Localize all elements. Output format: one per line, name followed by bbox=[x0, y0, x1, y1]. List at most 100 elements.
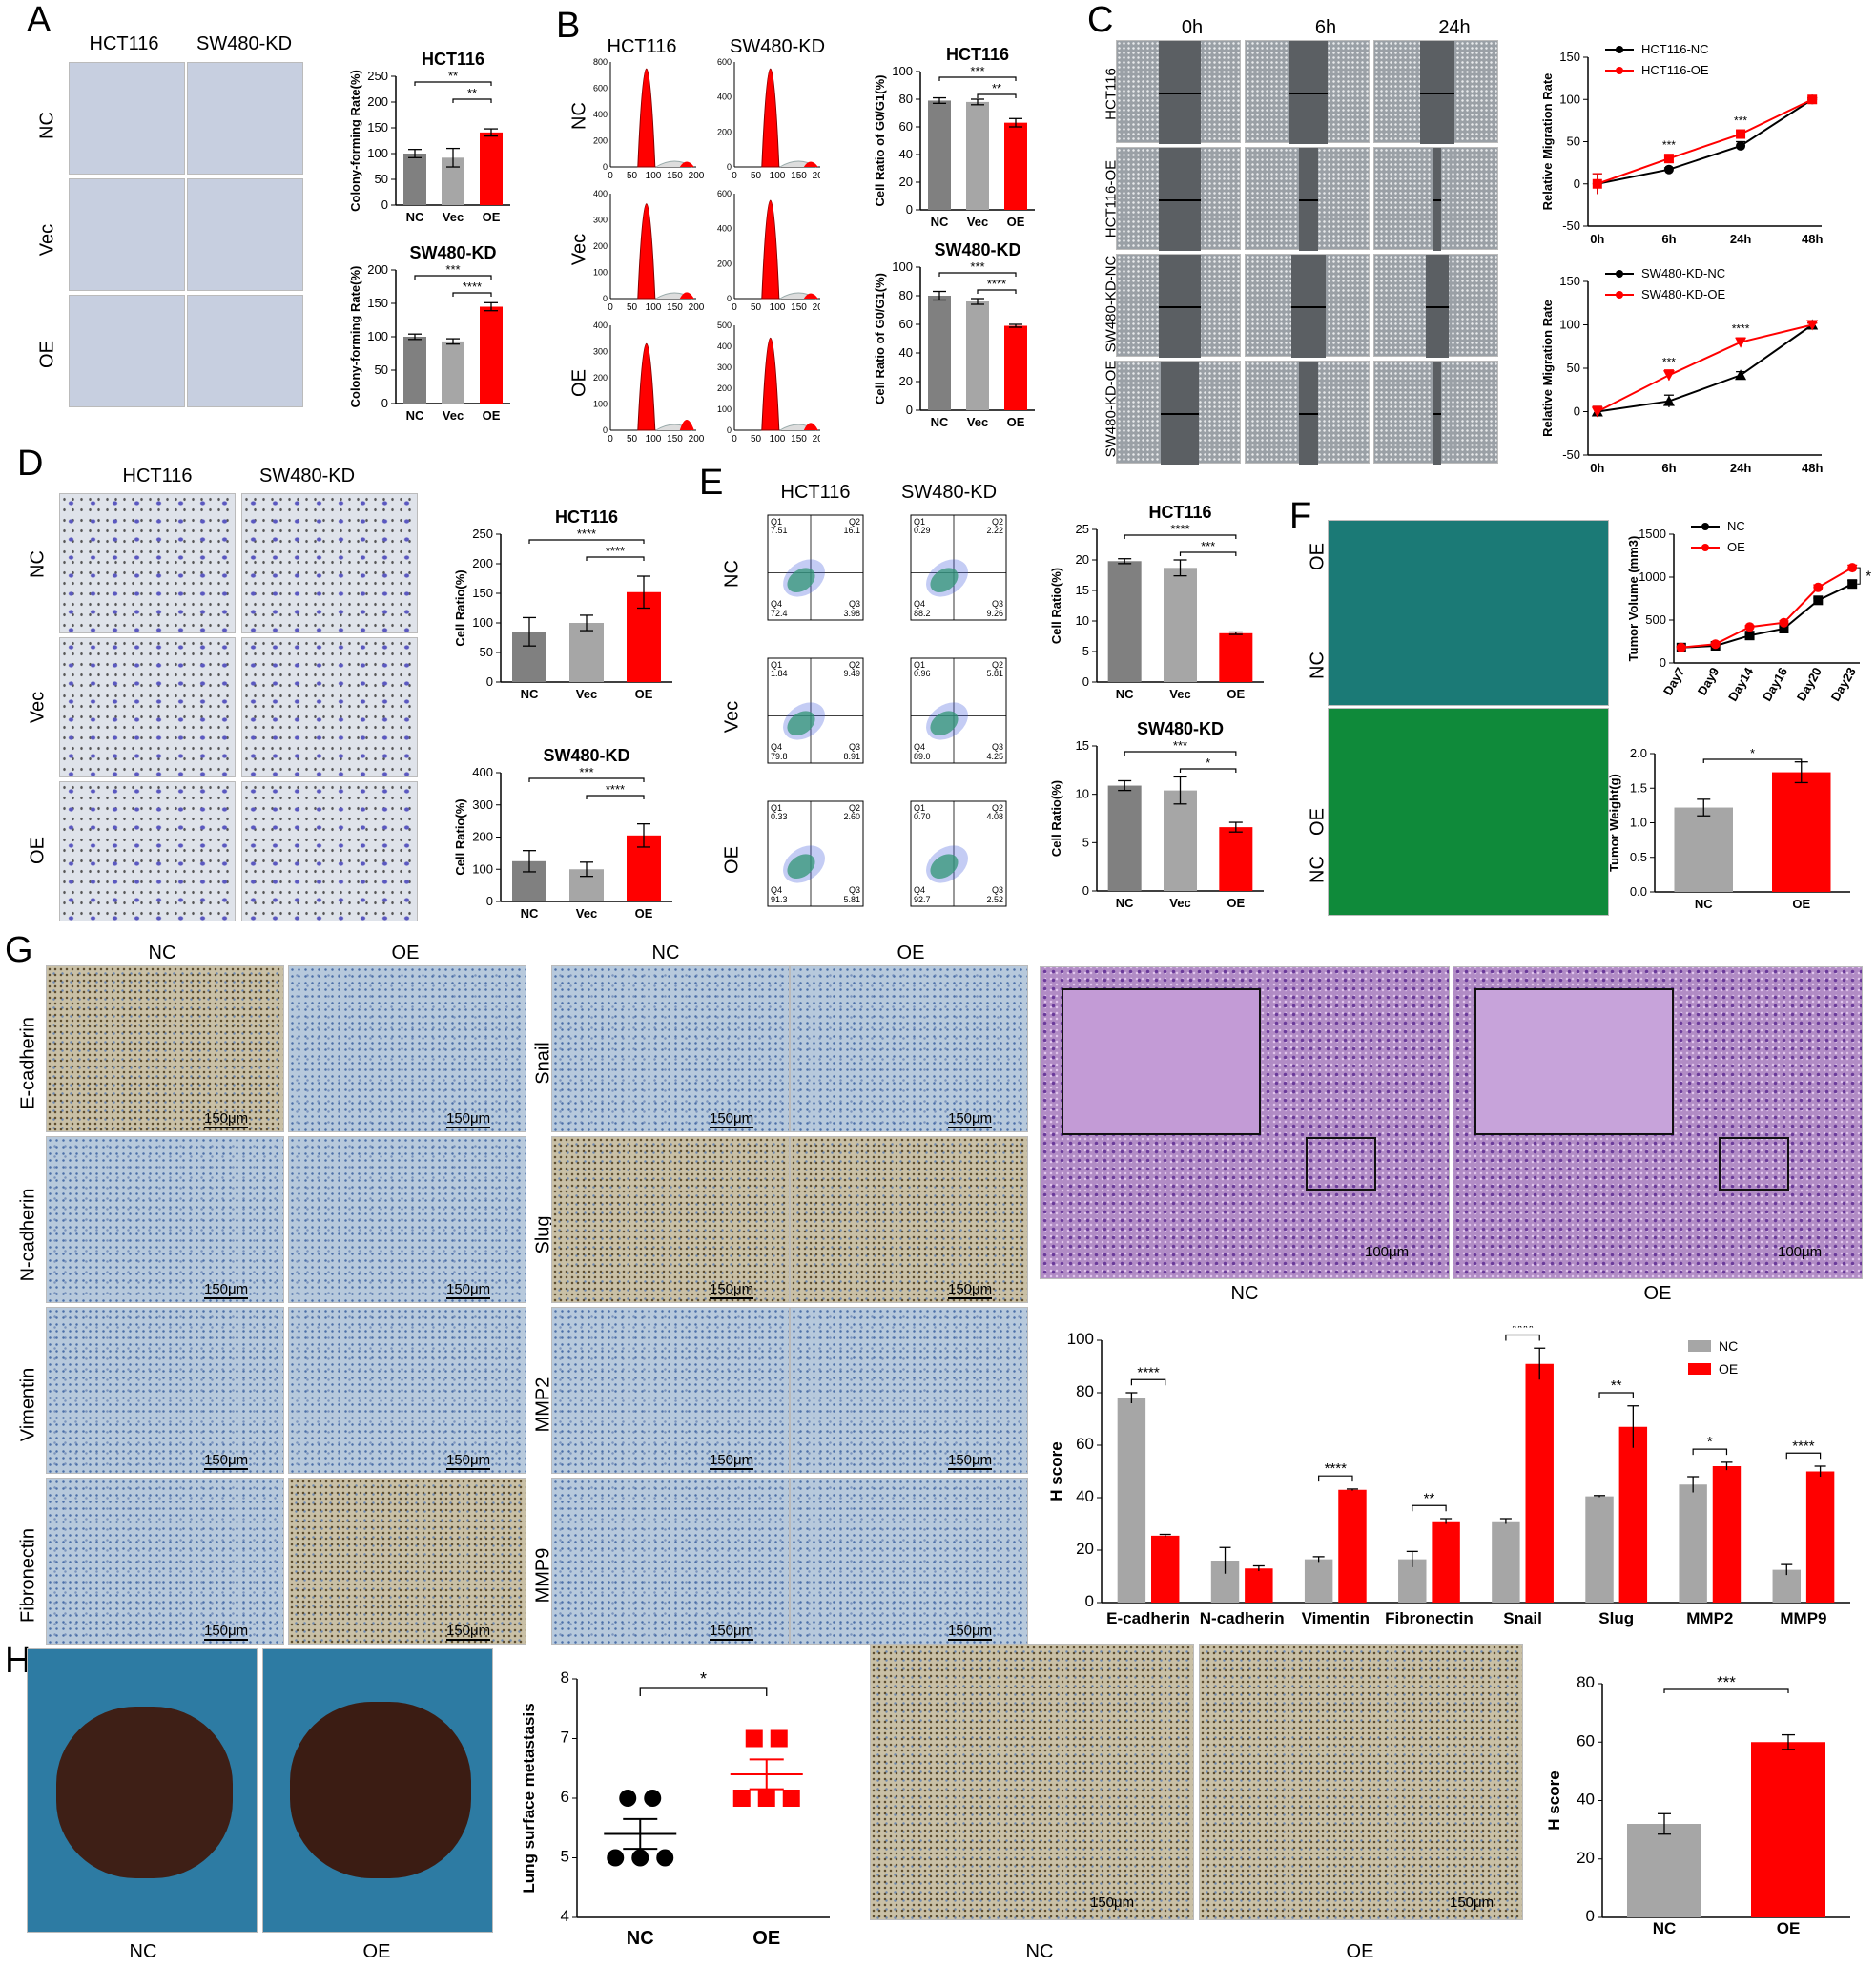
chart-y-tick-label: 1.5 bbox=[1630, 780, 1647, 795]
g-ihc-image-snail-nc: 150μm bbox=[551, 965, 790, 1132]
chart-y-tick-label: 100 bbox=[367, 329, 388, 343]
b-hist-ytick: 600 bbox=[717, 57, 732, 67]
chart-a2: 0 50 100 150 200 Colony-forming Rate(%) SW480-… bbox=[348, 243, 510, 423]
chart-bar-oe bbox=[1751, 1742, 1825, 1917]
chart-y-tick-label: 1.0 bbox=[1630, 816, 1647, 830]
e-flow-q4-value: 79.8 bbox=[771, 752, 788, 761]
e-flow-q1-value: 0.96 bbox=[914, 669, 931, 678]
b-hist-ytick: 400 bbox=[593, 321, 608, 330]
b-histogram: 0 50 100 150 200 0 200 400 600 800 bbox=[593, 57, 705, 181]
b-hist-g2-peak bbox=[803, 293, 818, 299]
g-ihc-image-ecad-nc: 150μm bbox=[46, 965, 284, 1132]
chart-sig-bracket bbox=[1318, 1475, 1353, 1482]
b-hist-xtick: 0 bbox=[608, 171, 613, 181]
e-flow-q2-label: Q2 bbox=[849, 517, 860, 527]
b-hist-g1-peak bbox=[761, 338, 780, 431]
chart-x-tick-label: NC bbox=[406, 210, 424, 224]
e-flow-q4-label: Q4 bbox=[914, 885, 925, 895]
e-col-sw480kd: SW480-KD bbox=[900, 482, 998, 503]
b-hist-ytick: 100 bbox=[593, 268, 608, 278]
chart-b2: 0 20 40 60 80 100 Cell Ratio of G0/G1(%) SW480-… bbox=[873, 240, 1035, 429]
g-ihc-image-mmp9-oe: 150μm bbox=[790, 1478, 1028, 1645]
c-wound-image-sw480kd-oe-0h bbox=[1116, 361, 1241, 465]
g-ihc-image-ncad-nc: 150μm bbox=[46, 1136, 284, 1303]
g-scale-bar: 150μm bbox=[710, 1452, 754, 1470]
b-hist-ytick: 300 bbox=[717, 362, 732, 372]
chart-point bbox=[1676, 642, 1686, 652]
e-flow-scatter bbox=[926, 559, 968, 597]
e-flow-q1-value: 7.51 bbox=[771, 526, 788, 535]
chart-y-tick-label: 50 bbox=[480, 645, 493, 659]
b-hist-xtick: 150 bbox=[791, 302, 807, 313]
e-flow-q3-label: Q3 bbox=[992, 742, 1003, 752]
chart-legend-swatch bbox=[1688, 1363, 1711, 1375]
chart-x-tick-label: NC bbox=[931, 415, 949, 429]
e-flow-frame bbox=[767, 657, 864, 764]
e-flow-scatter bbox=[926, 845, 968, 883]
chart-x-tick-label: Vimentin bbox=[1302, 1609, 1370, 1627]
c-col-0h: 0h bbox=[1181, 17, 1204, 38]
e-flow-q3-value: 8.91 bbox=[843, 752, 860, 761]
chart-title: HCT116 bbox=[946, 45, 1009, 64]
chart-bar-nc bbox=[1585, 1496, 1614, 1603]
panel-label-b: B bbox=[556, 6, 581, 46]
chart-bar-oe bbox=[480, 306, 503, 404]
e-flow-population bbox=[930, 854, 959, 880]
chart-legend-label: SW480-KD-NC bbox=[1641, 266, 1725, 280]
b-histogram: 0 50 100 150 200 0 200 400 600 bbox=[717, 189, 820, 313]
c-col-24h: 24h bbox=[1438, 17, 1471, 38]
g-row-vim: Vimentin bbox=[17, 1367, 39, 1442]
chart-x-tick-label: Vec bbox=[443, 210, 464, 224]
chart-point bbox=[1662, 370, 1675, 382]
a-colony-image-sw480kd-nc bbox=[187, 62, 303, 175]
chart-point bbox=[656, 1849, 674, 1867]
chart-y-tick-label: 0 bbox=[1586, 1907, 1595, 1925]
chart-x-tick-label: NC bbox=[521, 906, 539, 921]
chart-x-tick-label: Day20 bbox=[1794, 665, 1824, 704]
chart-sig-bracket bbox=[1130, 1378, 1166, 1386]
panel-label-f: F bbox=[1289, 496, 1312, 536]
panel-label-d: D bbox=[17, 444, 44, 484]
g-ihc-image-fib-nc: 150μm bbox=[46, 1478, 284, 1645]
chart-bar-oe bbox=[480, 132, 503, 205]
chart-x-tick-label: MMP2 bbox=[1686, 1609, 1733, 1627]
chart-y-tick-label: 60 bbox=[899, 119, 913, 134]
b-histogram: 0 50 100 150 200 0 100 200 300 400 500 bbox=[717, 321, 820, 445]
chart-y-tick-label: 0 bbox=[1085, 1592, 1094, 1610]
b-hist-g2-peak bbox=[679, 161, 694, 167]
chart-sig-label: *** bbox=[970, 259, 984, 274]
chart-bar-nc bbox=[1679, 1484, 1707, 1603]
chart-point bbox=[1736, 129, 1746, 139]
chart-bar-nc bbox=[403, 154, 426, 205]
chart-sig-bracket bbox=[1785, 1452, 1822, 1460]
b-hist-xtick: 200 bbox=[689, 434, 705, 445]
d-row-oe: OE bbox=[27, 837, 49, 864]
chart-bar-oe bbox=[1219, 827, 1253, 891]
chart-sig-bracket bbox=[1124, 534, 1237, 539]
panel-label-h: H bbox=[5, 1641, 31, 1681]
f-row-nc-top: NC bbox=[1307, 652, 1329, 679]
chart-y-tick-label: 20 bbox=[899, 175, 913, 189]
panel-label-a: A bbox=[27, 0, 52, 40]
g-ihc-image-slug-oe: 150μm bbox=[790, 1136, 1028, 1303]
chart-legend-label: HCT116-NC bbox=[1641, 42, 1709, 56]
chart-bar-oe bbox=[1805, 1471, 1835, 1603]
chart-sig-label: *** bbox=[1662, 138, 1676, 152]
chart-sig-bracket bbox=[938, 76, 1017, 81]
chart-point bbox=[1813, 595, 1824, 606]
chart-sig-label: ** bbox=[1611, 1377, 1622, 1394]
b-hist-g1-peak bbox=[761, 200, 780, 300]
e-flow-q1-label: Q1 bbox=[771, 660, 782, 670]
chart-sig-bracket bbox=[1179, 768, 1237, 773]
chart-sig-bracket bbox=[1857, 567, 1861, 585]
g-ihc-image-ncad-oe: 150μm bbox=[288, 1136, 526, 1303]
e-flow-population bbox=[787, 711, 815, 736]
chart-sig-label: *** bbox=[1734, 114, 1747, 128]
b-hist-xtick: 0 bbox=[608, 434, 613, 445]
chart-y-tick-label: 60 bbox=[899, 317, 913, 331]
e-flow-q1-value: 0.29 bbox=[914, 526, 931, 535]
chart-y-tick-label: 60 bbox=[1076, 1435, 1094, 1453]
g-ihc-image-vim-oe: 150μm bbox=[288, 1307, 526, 1474]
